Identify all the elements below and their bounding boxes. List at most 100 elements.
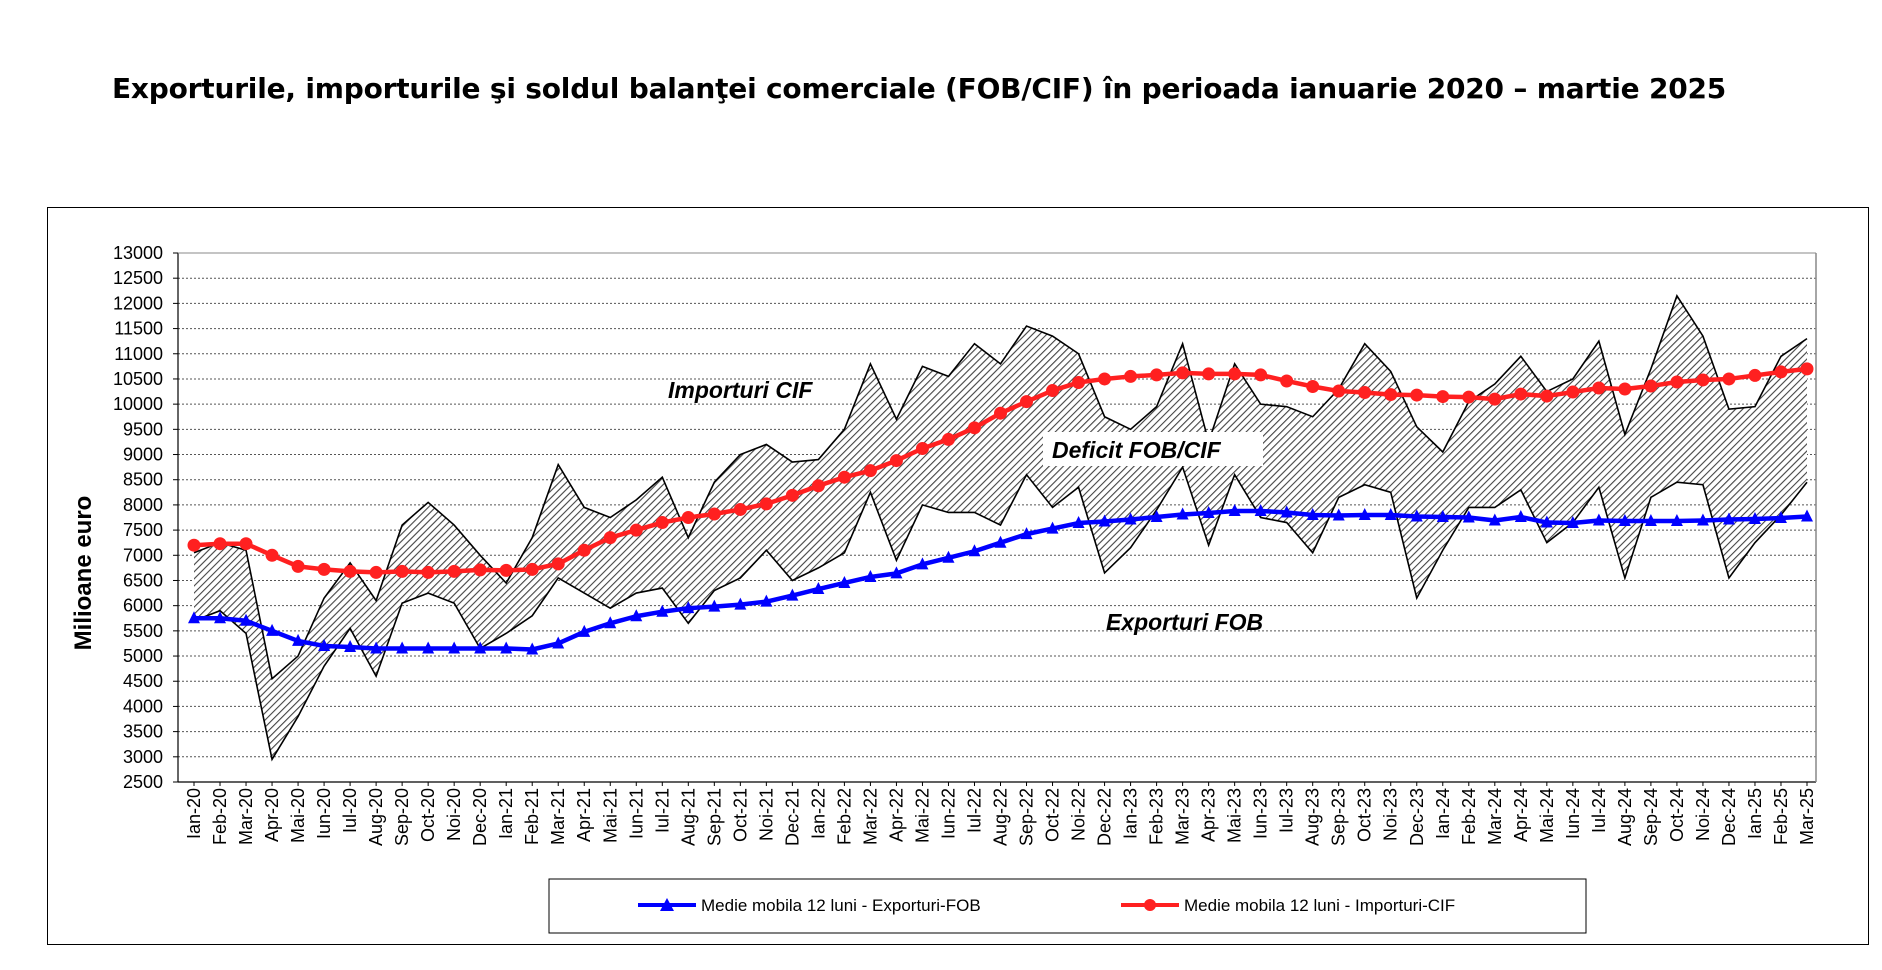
x-tick-label: Ian-24 xyxy=(1433,788,1453,839)
series-marker xyxy=(1696,513,1709,526)
x-tick-label: Feb-25 xyxy=(1771,788,1791,845)
series-marker xyxy=(1514,509,1527,522)
y-tick-label: 9500 xyxy=(123,419,163,439)
x-tick-label: Apr-21 xyxy=(574,788,594,842)
series-marker xyxy=(1462,390,1476,404)
x-tick-label: Aug-20 xyxy=(366,788,386,846)
x-tick-label: Dec-23 xyxy=(1407,788,1427,846)
x-tick-label: Sep-24 xyxy=(1641,788,1661,846)
series-marker xyxy=(1020,527,1033,540)
series-marker xyxy=(863,464,877,478)
series-marker xyxy=(525,562,539,576)
x-tick-label: Apr-23 xyxy=(1199,788,1219,842)
x-tick-label: Dec-21 xyxy=(782,788,802,846)
deficit-area xyxy=(194,295,1807,760)
x-tick-label: Dec-22 xyxy=(1095,788,1115,846)
x-tick-label: Ian-23 xyxy=(1121,788,1141,839)
series-marker xyxy=(447,564,461,578)
y-tick-label: 13000 xyxy=(113,243,163,263)
x-tick-label: Feb-20 xyxy=(210,788,230,845)
series-marker xyxy=(1566,516,1579,529)
x-tick-label: Iul-24 xyxy=(1589,788,1609,833)
series-marker xyxy=(1254,503,1267,516)
series-marker xyxy=(1774,511,1787,524)
y-tick-label: 3500 xyxy=(123,722,163,742)
series-marker xyxy=(1410,509,1423,522)
series-marker xyxy=(1488,513,1501,526)
y-tick-labels: 2500 3000 3500 4000 4500 5000 5500 6000 6500 7000… xyxy=(113,243,163,792)
series-marker xyxy=(213,537,227,551)
x-tick-label: Noi-23 xyxy=(1381,788,1401,841)
series-marker xyxy=(1202,505,1215,518)
y-tick-label: 5000 xyxy=(123,646,163,666)
x-tick-label: Ian-21 xyxy=(496,788,516,839)
series-marker xyxy=(1436,509,1449,522)
series-marker xyxy=(448,641,461,654)
series-marker xyxy=(1306,380,1320,394)
x-tick-label: Sep-23 xyxy=(1329,788,1349,846)
series-marker xyxy=(1410,388,1424,402)
series-marker xyxy=(1332,508,1345,521)
series-marker xyxy=(265,548,279,562)
x-tick-label: Iun-21 xyxy=(626,788,646,839)
y-tick-label: 12000 xyxy=(113,293,163,313)
x-tick-label: Apr-20 xyxy=(262,788,282,842)
x-tick-label: Sep-20 xyxy=(392,788,412,846)
x-tick-label: Feb-23 xyxy=(1147,788,1167,845)
y-tick-label: 11500 xyxy=(114,319,163,339)
x-tick-label: Mar-23 xyxy=(1173,788,1193,845)
series-marker xyxy=(188,611,200,624)
annotation-exporturi: Exporturi FOB xyxy=(1106,609,1263,635)
raw-series xyxy=(193,294,1808,762)
y-tick-label: 12500 xyxy=(113,268,163,288)
series-marker xyxy=(1202,367,1216,381)
x-tick-label: Mai-22 xyxy=(912,788,932,843)
x-tick-label: Iun-23 xyxy=(1251,788,1271,839)
series-marker xyxy=(1462,510,1475,523)
series-marker xyxy=(1436,390,1450,404)
x-tick-label: Iun-20 xyxy=(314,788,334,839)
series-marker xyxy=(1358,507,1371,520)
series-marker xyxy=(1618,382,1632,396)
series-marker xyxy=(1020,395,1034,409)
series-marker xyxy=(864,569,877,582)
series-marker xyxy=(1280,505,1293,518)
x-tick-label: Oct-20 xyxy=(418,788,438,842)
series-marker xyxy=(1176,366,1190,380)
series-marker xyxy=(1566,385,1580,399)
annotation-deficit-box xyxy=(1043,432,1263,466)
series-marker xyxy=(759,497,773,511)
series-marker xyxy=(578,624,591,637)
x-tick-label: Ian-22 xyxy=(808,788,828,839)
series-marker xyxy=(344,639,357,652)
series-marker xyxy=(1254,368,1268,382)
x-tick-label: Iul-23 xyxy=(1277,788,1297,833)
deficit-band xyxy=(194,295,1807,760)
y-tick-label: 9000 xyxy=(123,445,163,465)
series-marker xyxy=(318,638,331,651)
y-tick-label: 10000 xyxy=(113,394,163,414)
annotation-deficit: Deficit FOB/CIF xyxy=(1052,437,1222,463)
y-tick-label: 2500 xyxy=(123,772,163,792)
x-tick-label: Aug-21 xyxy=(678,788,698,846)
series-marker xyxy=(214,611,227,624)
series-marker xyxy=(370,641,383,654)
series-marker xyxy=(733,502,747,516)
series-marker xyxy=(655,516,669,530)
series-marker xyxy=(551,557,565,571)
series-marker xyxy=(994,535,1007,548)
series-marker xyxy=(1098,372,1112,386)
x-tick-label: Mai-24 xyxy=(1537,788,1557,843)
series-marker xyxy=(941,432,955,446)
series-marker xyxy=(1228,503,1241,516)
series-marker xyxy=(1540,389,1554,403)
series-marker xyxy=(1618,514,1631,527)
series-marker xyxy=(708,599,721,612)
series-marker xyxy=(499,563,513,577)
series-marker xyxy=(500,641,513,654)
x-tick-label: Feb-22 xyxy=(834,788,854,845)
series-marker xyxy=(1072,375,1086,389)
series-marker xyxy=(812,582,825,595)
series-marker xyxy=(1124,369,1138,383)
series-marker xyxy=(396,641,409,654)
